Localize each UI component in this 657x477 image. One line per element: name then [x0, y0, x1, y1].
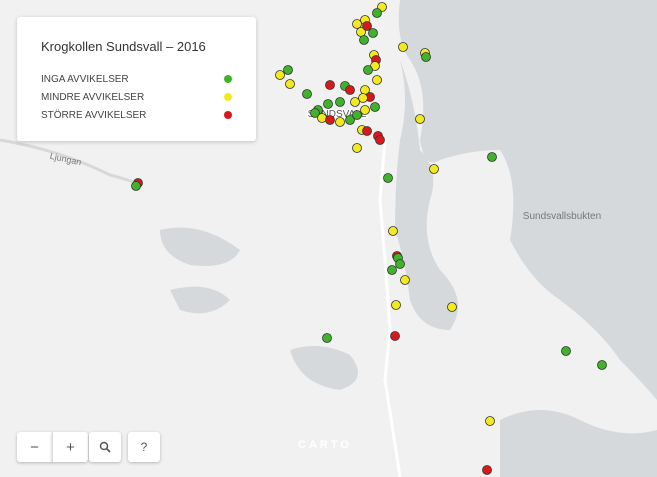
map-marker[interactable] [335, 97, 345, 107]
map-marker[interactable] [345, 85, 355, 95]
lake [170, 286, 230, 314]
map-marker[interactable] [387, 265, 397, 275]
zoom-out-button[interactable]: − [17, 432, 52, 462]
map-marker[interactable] [352, 110, 362, 120]
map-marker[interactable] [390, 331, 400, 341]
map-marker[interactable] [395, 259, 405, 269]
legend-item: INGA AVVIKELSER [41, 70, 232, 88]
legend-title: Krogkollen Sundsvall – 2016 [41, 39, 206, 54]
map-marker[interactable] [345, 115, 355, 125]
legend-item: STÖRRE AVVIKELSER [41, 106, 232, 124]
map-marker[interactable] [447, 302, 457, 312]
map-marker[interactable] [375, 135, 385, 145]
map-marker[interactable] [362, 21, 372, 31]
map-marker[interactable] [325, 80, 335, 90]
map-marker[interactable] [310, 108, 320, 118]
map-marker[interactable] [350, 97, 360, 107]
map-marker[interactable] [487, 152, 497, 162]
map-marker[interactable] [372, 75, 382, 85]
map-marker[interactable] [317, 113, 327, 123]
map-marker[interactable] [352, 143, 362, 153]
lake [160, 227, 240, 266]
map-marker[interactable] [362, 126, 372, 136]
map-marker[interactable] [283, 65, 293, 75]
map-marker[interactable] [325, 115, 335, 125]
river [0, 138, 141, 187]
attribution: CARTO [298, 439, 352, 451]
water [500, 410, 657, 477]
legend-label: MINDRE AVVIKELSER [41, 91, 145, 103]
water-label: Sundsvallsbukten [523, 211, 601, 222]
water [395, 60, 458, 330]
map-marker[interactable] [358, 93, 368, 103]
search-button[interactable] [89, 432, 121, 462]
water [398, 0, 657, 400]
map-marker[interactable] [335, 117, 345, 127]
legend-swatch [224, 75, 232, 83]
map-marker[interactable] [597, 360, 607, 370]
map-marker[interactable] [383, 173, 393, 183]
map-marker[interactable] [360, 105, 370, 115]
map-marker[interactable] [370, 102, 380, 112]
map-marker[interactable] [421, 52, 431, 62]
legend-label: STÖRRE AVVIKELSER [41, 109, 147, 121]
map-marker[interactable] [400, 275, 410, 285]
legend-items: INGA AVVIKELSER MINDRE AVVIKELSER STÖRRE A… [41, 70, 232, 124]
map-marker[interactable] [372, 8, 382, 18]
legend-item: MINDRE AVVIKELSER [41, 88, 232, 106]
map-marker[interactable] [415, 114, 425, 124]
map-marker[interactable] [285, 79, 295, 89]
map-marker[interactable] [322, 333, 332, 343]
map-marker[interactable] [482, 465, 492, 475]
map-marker[interactable] [352, 19, 362, 29]
legend-swatch [224, 111, 232, 119]
map-marker[interactable] [485, 416, 495, 426]
legend-label: INGA AVVIKELSER [41, 73, 129, 85]
map-marker[interactable] [302, 89, 312, 99]
map-marker[interactable] [363, 65, 373, 75]
map-marker[interactable] [388, 226, 398, 236]
legend: Krogkollen Sundsvall – 2016 INGA AVVIKEL… [17, 17, 256, 141]
map-marker[interactable] [429, 164, 439, 174]
search-icon [99, 441, 111, 453]
map-marker[interactable] [368, 28, 378, 38]
help-button[interactable]: ? [128, 432, 160, 462]
zoom-in-button[interactable]: + [52, 432, 88, 462]
markers [131, 2, 607, 475]
map-marker[interactable] [561, 346, 571, 356]
map-marker[interactable] [131, 181, 141, 191]
map-marker[interactable] [323, 99, 333, 109]
map-marker[interactable] [398, 42, 408, 52]
legend-swatch [224, 93, 232, 101]
map-marker[interactable] [275, 70, 285, 80]
map-marker[interactable] [391, 300, 401, 310]
road [378, 139, 402, 477]
map-marker[interactable] [359, 35, 369, 45]
lake [290, 346, 358, 390]
